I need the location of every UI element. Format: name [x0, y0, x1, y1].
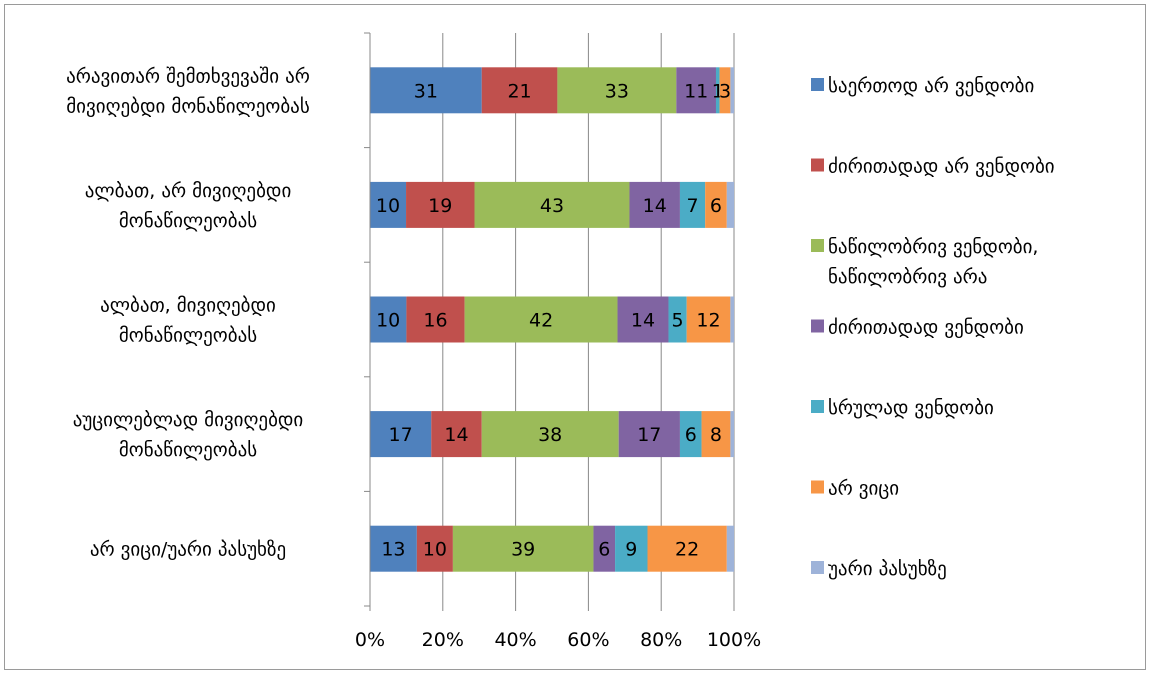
data-label: 42 [529, 310, 553, 332]
bar-segment [730, 411, 734, 458]
legend-label: ძირითადად არ ვენდობი [828, 156, 1055, 178]
bar-segment [719, 67, 731, 114]
data-label: 3 [719, 80, 731, 102]
bar-segment [406, 296, 465, 343]
bar-segment [618, 411, 680, 458]
data-label: 11 [684, 80, 708, 102]
bar-segment [679, 411, 702, 458]
bar-segment [730, 296, 734, 343]
data-label: 10 [376, 195, 400, 217]
bar-segment [676, 67, 716, 114]
bar-segment [481, 67, 558, 114]
legend-swatch [811, 480, 824, 494]
x-tick-label: 100% [707, 629, 761, 651]
legend-label: უარი პასუხზე [828, 558, 947, 580]
data-label: 14 [643, 195, 667, 217]
data-label: 6 [685, 424, 697, 446]
legend-swatch [811, 78, 824, 91]
legend-label: საერთოდ არ ვენდობი [828, 75, 1034, 97]
bar-segment [668, 296, 687, 343]
data-label: 22 [675, 539, 699, 561]
legend-swatch [811, 561, 824, 574]
data-label: 19 [428, 195, 452, 217]
legend-label: არ ვიცი [828, 478, 899, 500]
bar-segment [679, 181, 706, 228]
category-label: ალბათ, არ მივიღებდი მონაწილეობას [85, 180, 292, 232]
data-label: 7 [687, 195, 699, 217]
bar-segment [615, 525, 648, 572]
bar-segment [370, 296, 407, 343]
bar-segment [370, 181, 407, 228]
data-label: 14 [444, 424, 468, 446]
axis: 0% 20% 40% 60% 80% 100% არავითარ შემთხვევაში ა… [66, 32, 761, 651]
data-label: 33 [605, 80, 629, 102]
data-label: 14 [631, 310, 655, 332]
bar-segment [715, 67, 720, 114]
bar-segment [617, 296, 669, 343]
data-label: 43 [540, 195, 564, 217]
bar-segment [647, 525, 727, 572]
data-label: 21 [507, 80, 531, 102]
bar-segment [593, 525, 616, 572]
data-label: 17 [637, 424, 661, 446]
data-label: 17 [389, 424, 413, 446]
data-label: 13 [381, 539, 405, 561]
category-label: აუცილებლად მივიღებდი მონაწილეობას [73, 409, 304, 461]
bar-segment [370, 525, 417, 572]
legend-swatch [811, 400, 824, 413]
legend: საერთოდ არ ვენდობი ძირითადად არ ვენდობი ნა… [811, 75, 1055, 580]
bar-segment [474, 181, 630, 228]
data-label: 5 [672, 310, 684, 332]
bar-segment [730, 67, 734, 114]
category-label: არ ვიცი/უარი პასუხზე [90, 539, 286, 561]
data-label: 38 [538, 424, 562, 446]
bar-segment [726, 525, 734, 572]
bar-segment [726, 181, 734, 228]
bar-segment [686, 296, 731, 343]
bar-segment [557, 67, 677, 114]
data-label: 12 [696, 310, 720, 332]
data-label: 10 [423, 539, 447, 561]
bar-segment [452, 525, 594, 572]
x-tick-label: 80% [640, 629, 682, 651]
data-label: 9 [625, 539, 637, 561]
bar-segment [629, 181, 680, 228]
legend-label: ძირითადად ვენდობი [828, 317, 1024, 339]
category-label: ალბათ, მივიღებდი მონაწილეობას [100, 295, 276, 347]
x-tick-label: 0% [355, 629, 385, 651]
legend-swatch [811, 158, 824, 172]
data-label: 6 [710, 195, 722, 217]
bar-segment [416, 525, 453, 572]
legend-label: სრულად ვენდობი [828, 397, 994, 419]
data-label: 6 [598, 539, 610, 561]
x-tick-label: 20% [422, 629, 464, 651]
data-label: 39 [511, 539, 535, 561]
data-label: 31 [414, 80, 438, 102]
data-label: 8 [710, 424, 722, 446]
bar-segment [431, 411, 482, 458]
legend-swatch [811, 319, 824, 333]
category-label: არავითარ შემთხვევაში არ მივიღებდი მონაწილ… [66, 65, 310, 117]
bar-segment [370, 67, 482, 114]
bar-segment [370, 411, 432, 458]
data-label: 10 [376, 310, 400, 332]
bar-segment [406, 181, 475, 228]
legend-label: ნაწილობრივ ვენდობი, ნაწილობრივ არა [828, 236, 1038, 288]
bar-segment [481, 411, 619, 458]
x-tick-label: 40% [494, 629, 536, 651]
bar-segment [464, 296, 618, 343]
bar-segment [705, 181, 727, 228]
bar-segment [701, 411, 731, 458]
legend-swatch [811, 239, 824, 252]
data-label: 16 [423, 310, 447, 332]
x-tick-label: 60% [567, 629, 609, 651]
